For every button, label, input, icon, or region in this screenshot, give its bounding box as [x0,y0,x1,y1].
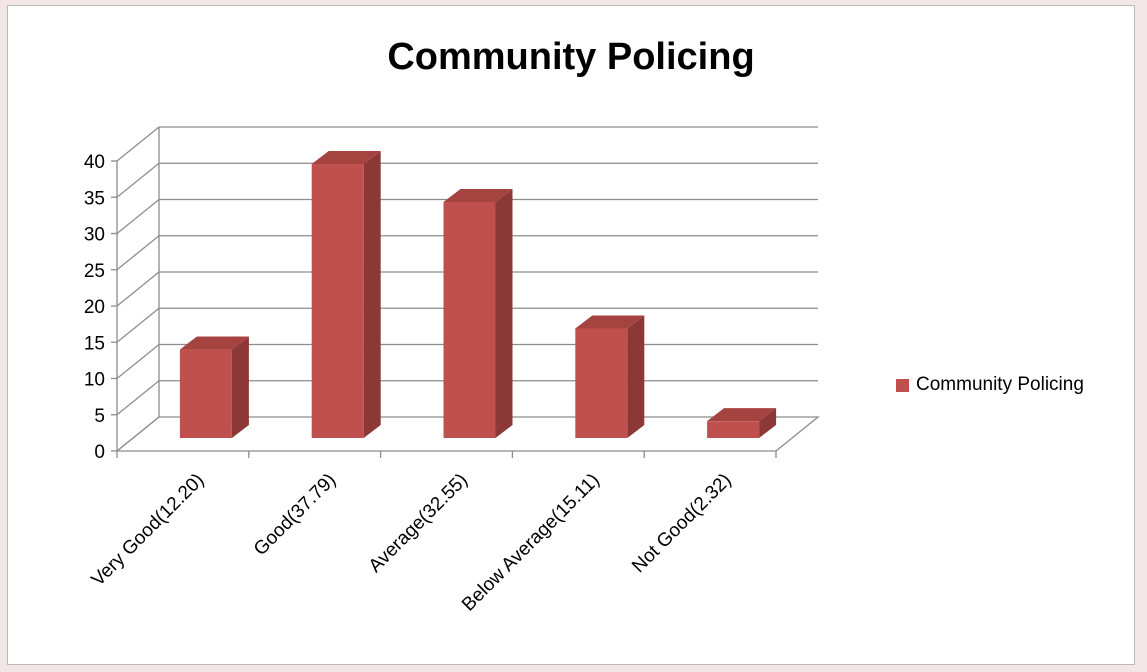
gridline-side [116,380,160,416]
bar-front-face [311,164,364,438]
bar [707,408,777,438]
legend: Community Policing [896,374,1084,396]
bar-top-face [575,315,645,329]
bar-front-face [575,328,628,438]
gridline-side [116,126,160,162]
y-tick-labels: 0 5 10 15 20 25 30 35 40 [84,152,105,463]
bar [575,315,645,438]
y-tick-label: 30 [84,225,105,246]
bar-side-face [627,315,645,438]
bar-side-face [363,151,381,438]
gridline-side [116,198,160,235]
gridline-side [116,343,160,380]
bar [311,151,381,438]
bar-top-face [311,151,381,165]
bar-top-face [179,336,249,350]
chart-area: Community Policing 0 5 10 15 20 25 30 35 40 Very… [7,5,1135,665]
x-tick-label: Not Good(2.32) [628,470,735,577]
bar-side-face [759,408,777,438]
y-tick-label: 0 [94,442,105,463]
y-tick-label: 10 [84,370,105,391]
y-tick-label: 15 [84,333,105,354]
bar-side-face [231,336,249,438]
bar-front-face [179,349,232,438]
gridline-side [116,162,160,198]
y-tick-label: 20 [84,297,105,318]
y-tick-label: 40 [84,152,105,173]
y-tick-label: 5 [94,406,105,427]
bar [443,189,513,438]
x-tick-label: Very Good(12.20) [88,470,209,591]
legend-swatch [896,378,909,392]
y-tick-label: 25 [84,261,105,282]
bar [179,336,249,438]
x-tick-labels: Very Good(12.20) Good(37.79) Average(32.55… [88,470,736,616]
bar-front-face [707,421,760,438]
gridline-side [116,235,160,271]
legend-label: Community Policing [916,374,1084,395]
bar-top-face [707,408,777,422]
bar-side-face [495,189,513,438]
x-tick-label: Below Average(15.11) [458,470,604,616]
y-tick-label: 35 [84,188,105,209]
x-tick-label: Average(32.55) [365,470,472,577]
gridline-side [116,271,160,307]
x-tick-label: Good(37.79) [250,470,340,560]
gridline-side [116,307,160,343]
plot-area: 0 5 10 15 20 25 30 35 40 Very Good(12.20) Good(37… [84,126,820,616]
bar-front-face [443,202,496,438]
bar-top-face [443,189,513,203]
bars [179,151,777,438]
chart-title: Community Policing [387,36,755,78]
